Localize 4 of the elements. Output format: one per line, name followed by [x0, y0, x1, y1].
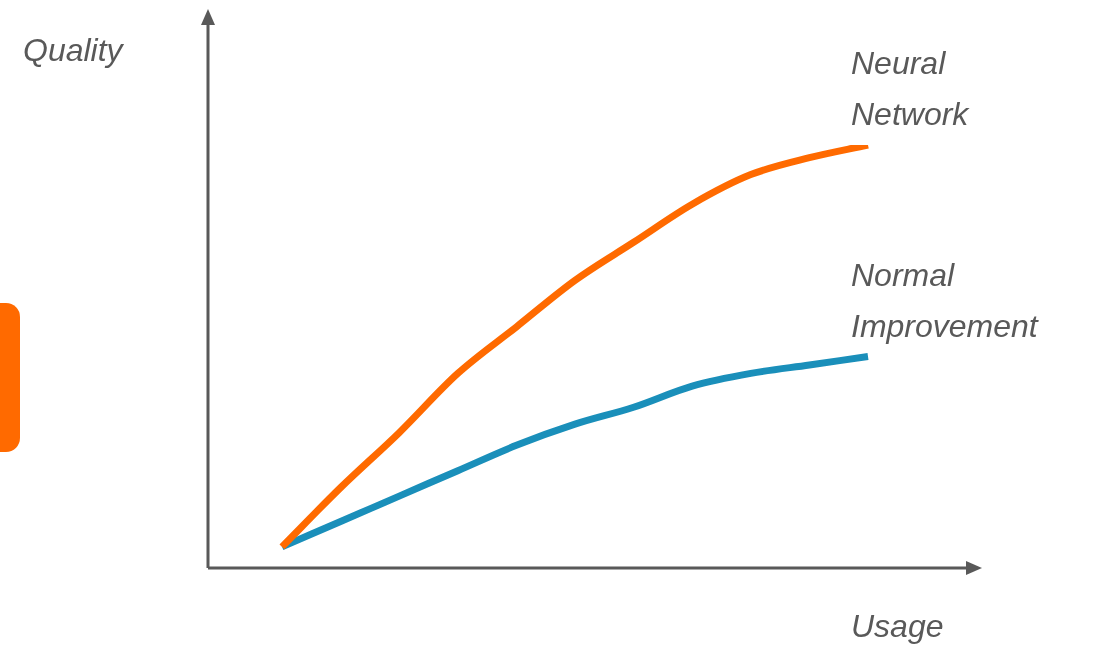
x-axis-title: Usage [851, 607, 944, 644]
series-label: Neural Network [851, 45, 971, 132]
y-axis-title: Quality [23, 31, 125, 68]
series-label: Normal Improvement [851, 256, 1039, 344]
